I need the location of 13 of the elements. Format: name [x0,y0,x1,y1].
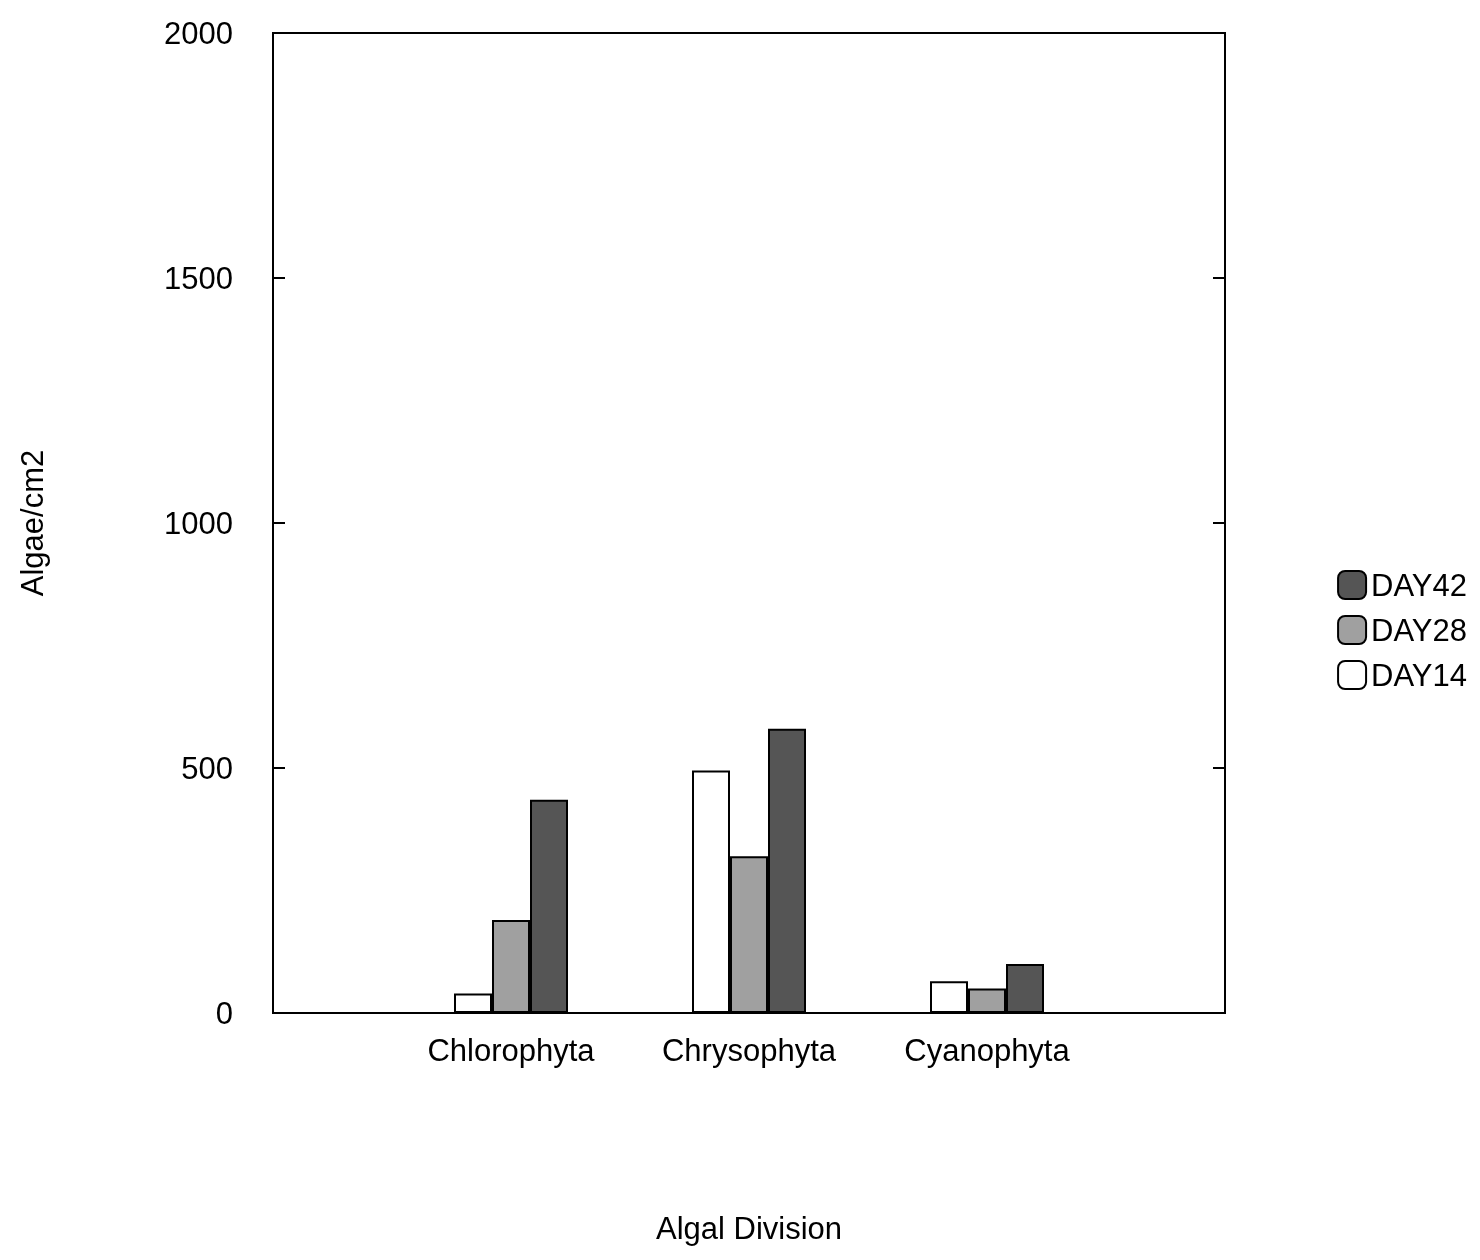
x-tick-label: Chrysophyta [661,1033,837,1068]
y-axis-title: Algae/cm2 [15,449,50,597]
y-tick-label: 500 [181,750,233,786]
x-tick-label: Cyanophyta [904,1033,1071,1068]
y-tick-label: 2000 [164,15,233,51]
y-tick-label: 1000 [164,505,233,541]
y-tick-label: 1500 [164,260,233,296]
legend-label: DAY14 [1371,657,1467,693]
x-tick-label: Chlorophyta [427,1033,596,1068]
y-tick-label: 0 [215,995,233,1031]
legend-label: DAY28 [1371,612,1467,648]
legend-label: DAY42 [1371,567,1467,603]
x-axis-title: Algal Division [655,1211,843,1246]
